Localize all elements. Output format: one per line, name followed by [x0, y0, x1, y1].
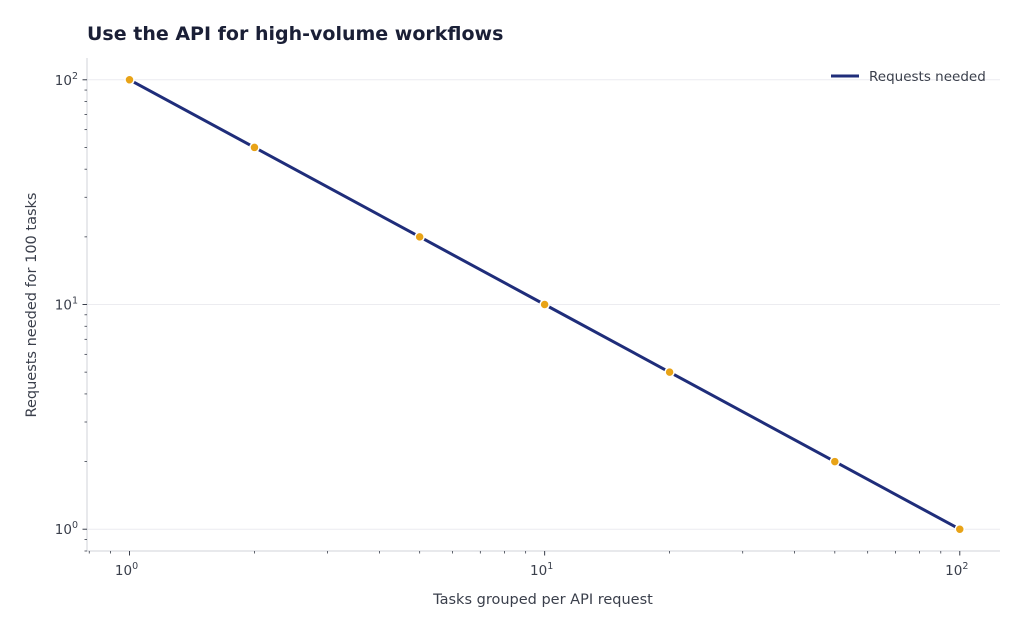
x-tick-label: 101 [530, 561, 553, 579]
x-tick-label: 100 [115, 561, 138, 579]
x-axis-label: Tasks grouped per API request [432, 592, 653, 608]
legend-entry-requests-needed: Requests needed [869, 69, 986, 85]
chart-title: Use the API for high-volume workflows [87, 23, 503, 45]
x-tick-label: 102 [945, 561, 968, 579]
y-tick-label: 100 [55, 520, 78, 538]
y-tick-label: 101 [55, 296, 78, 314]
data-point [124, 74, 135, 86]
data-point [249, 142, 260, 153]
axis-ticks: 100 101 102 100 101 102 [55, 71, 969, 579]
data-point [829, 456, 841, 467]
legend: Requests needed [831, 69, 986, 85]
y-axis-label: Requests needed for 100 tasks [24, 193, 40, 418]
data-point [664, 366, 675, 378]
series-layer [124, 74, 966, 535]
y-tick-label: 102 [55, 71, 78, 89]
data-point [539, 299, 550, 310]
data-point [954, 523, 966, 535]
data-point [414, 231, 425, 243]
